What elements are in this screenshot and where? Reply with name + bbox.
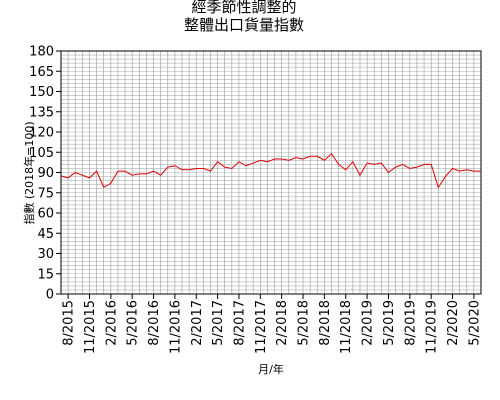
- y-tick-label: 0: [46, 288, 54, 303]
- x-axis: 8/2015 11/2015 2/2016 5/2016 8/2016 11/2016 2/…: [62, 294, 482, 354]
- y-tick-label: 180: [29, 45, 54, 60]
- x-tick-label: 2/2019: [361, 300, 376, 346]
- y-tick-label: 165: [29, 65, 54, 80]
- x-tick-label: 11/2016: [168, 300, 183, 354]
- chart-title-line-2: 整體出口貨量指數: [184, 16, 304, 34]
- chart-title-line-1: 經季節性調整的: [191, 0, 296, 16]
- x-tick-label: 5/2018: [297, 300, 312, 346]
- x-tick-label: 11/2017: [254, 300, 269, 354]
- x-tick-label: 2/2016: [104, 300, 119, 346]
- x-tick-label: 8/2017: [232, 300, 247, 346]
- x-tick-label: 8/2018: [318, 300, 333, 346]
- y-axis: 0 15 30 45 60 75 90 105 120 135 150 165 180: [29, 45, 61, 303]
- x-tick-label: 11/2015: [83, 300, 98, 354]
- y-tick-label: 15: [37, 267, 54, 282]
- x-tick-label: 8/2019: [403, 300, 418, 346]
- y-tick-label: 135: [29, 105, 54, 120]
- x-tick-label: 2/2017: [190, 300, 205, 346]
- x-tick-label: 5/2017: [211, 300, 226, 346]
- y-tick-label: 45: [37, 227, 54, 242]
- x-tick-label: 8/2016: [147, 300, 162, 346]
- x-tick-label: 5/2020: [467, 300, 482, 346]
- x-tick-label: 8/2015: [62, 300, 77, 346]
- y-tick-label: 60: [37, 207, 54, 222]
- y-axis-title: 指數 (2018年=100): [22, 121, 36, 224]
- series-line: [60, 152, 481, 189]
- y-tick-label: 105: [29, 146, 54, 161]
- x-tick-label: 5/2019: [382, 300, 397, 346]
- x-tick-label: 11/2018: [339, 300, 354, 354]
- y-tick-label: 90: [37, 166, 54, 181]
- x-tick-label: 5/2016: [126, 300, 141, 346]
- y-tick-label: 75: [37, 186, 54, 201]
- x-axis-title: 月/年: [258, 362, 284, 376]
- x-tick-label: 2/2018: [275, 300, 290, 346]
- x-tick-label: 2/2020: [446, 300, 461, 346]
- y-tick-label: 150: [29, 85, 54, 100]
- x-tick-label: 11/2019: [425, 300, 440, 354]
- y-tick-label: 120: [29, 126, 54, 141]
- y-tick-label: 30: [37, 247, 54, 262]
- grid: [61, 51, 481, 294]
